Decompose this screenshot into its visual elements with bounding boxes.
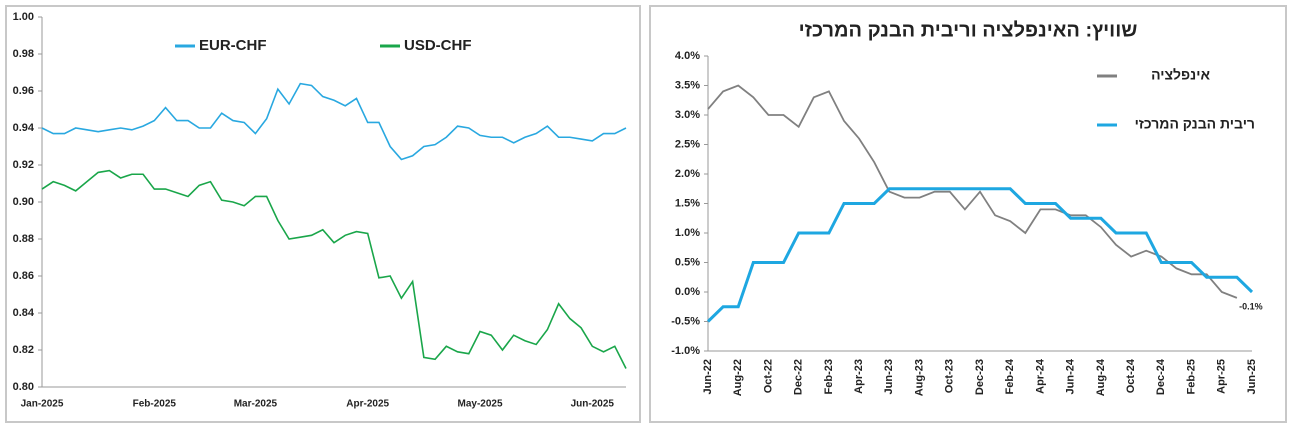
legend-label: USD-CHF bbox=[404, 37, 472, 54]
series-line bbox=[41, 169, 627, 369]
series-line bbox=[41, 82, 627, 161]
x-tick-label: Feb-25 bbox=[1185, 359, 1197, 394]
x-tick-label: Apr-23 bbox=[853, 359, 865, 394]
y-tick-label: 0.5% bbox=[675, 256, 700, 268]
legend-label: אינפלציה bbox=[1151, 67, 1210, 83]
y-tick-label: -1.0% bbox=[671, 345, 700, 357]
y-tick-label: 2.5% bbox=[675, 138, 700, 150]
y-tick-label: 1.0% bbox=[675, 227, 700, 239]
x-tick-label: Jan-2025 bbox=[21, 399, 64, 410]
x-tick-label: Apr-24 bbox=[1034, 358, 1046, 394]
legend-label: EUR-CHF bbox=[199, 37, 267, 54]
x-tick-label: May-2025 bbox=[457, 399, 502, 410]
x-tick-label: Dec-24 bbox=[1155, 358, 1167, 395]
x-tick-label: Jun-24 bbox=[1065, 358, 1077, 394]
left-panel bbox=[5, 5, 641, 423]
x-tick-label: Feb-2025 bbox=[133, 399, 177, 410]
x-tick-label: Feb-24 bbox=[1004, 358, 1016, 394]
y-tick-label: 0.90 bbox=[13, 196, 34, 208]
y-tick-label: 0.94 bbox=[13, 122, 35, 134]
y-tick-label: 1.5% bbox=[675, 197, 700, 209]
x-tick-label: Dec-23 bbox=[974, 359, 986, 395]
data-label: -0.1% bbox=[1239, 301, 1263, 311]
y-tick-label: 0.86 bbox=[13, 270, 34, 282]
y-tick-label: 0.84 bbox=[13, 307, 35, 319]
x-tick-label: Aug-24 bbox=[1095, 358, 1107, 396]
series-line bbox=[707, 84, 1238, 299]
y-tick-label: 1.00 bbox=[13, 11, 34, 23]
y-tick-label: 0.98 bbox=[13, 48, 34, 60]
y-tick-label: 0.0% bbox=[675, 286, 700, 298]
right-panel bbox=[649, 5, 1287, 423]
y-tick-label: 3.5% bbox=[675, 79, 700, 91]
x-tick-label: Feb-23 bbox=[823, 359, 835, 394]
y-tick-label: 4.0% bbox=[675, 50, 700, 62]
x-tick-label: Jun-2025 bbox=[571, 399, 615, 410]
y-tick-label: -0.5% bbox=[671, 315, 700, 327]
x-tick-label: Apr-2025 bbox=[346, 399, 389, 410]
x-tick-label: Oct-22 bbox=[762, 359, 774, 393]
x-tick-label: Jun-22 bbox=[702, 359, 714, 394]
x-tick-label: Oct-23 bbox=[944, 359, 956, 393]
x-tick-label: Aug-23 bbox=[913, 359, 925, 396]
y-tick-label: 0.88 bbox=[13, 233, 34, 245]
series-line bbox=[706, 187, 1254, 323]
x-tick-label: Jun-25 bbox=[1246, 359, 1258, 394]
x-tick-label: Jun-23 bbox=[883, 359, 895, 394]
chart-title: שוויץ: האינפלציה וריבית הבנק המרכזי bbox=[799, 19, 1138, 41]
y-tick-label: 0.82 bbox=[13, 344, 34, 356]
x-tick-label: Aug-22 bbox=[732, 359, 744, 396]
x-tick-label: Oct-24 bbox=[1125, 358, 1137, 393]
x-tick-label: Apr-25 bbox=[1216, 359, 1228, 394]
x-tick-label: Dec-22 bbox=[793, 359, 805, 395]
y-tick-label: 0.92 bbox=[13, 159, 34, 171]
y-tick-label: 0.80 bbox=[13, 381, 34, 393]
y-tick-label: 2.0% bbox=[675, 168, 700, 180]
legend-label: ריבית הבנק המרכזי bbox=[1135, 116, 1255, 132]
y-tick-label: 0.96 bbox=[13, 85, 34, 97]
x-tick-label: Mar-2025 bbox=[234, 399, 278, 410]
y-tick-label: 3.0% bbox=[675, 109, 700, 121]
